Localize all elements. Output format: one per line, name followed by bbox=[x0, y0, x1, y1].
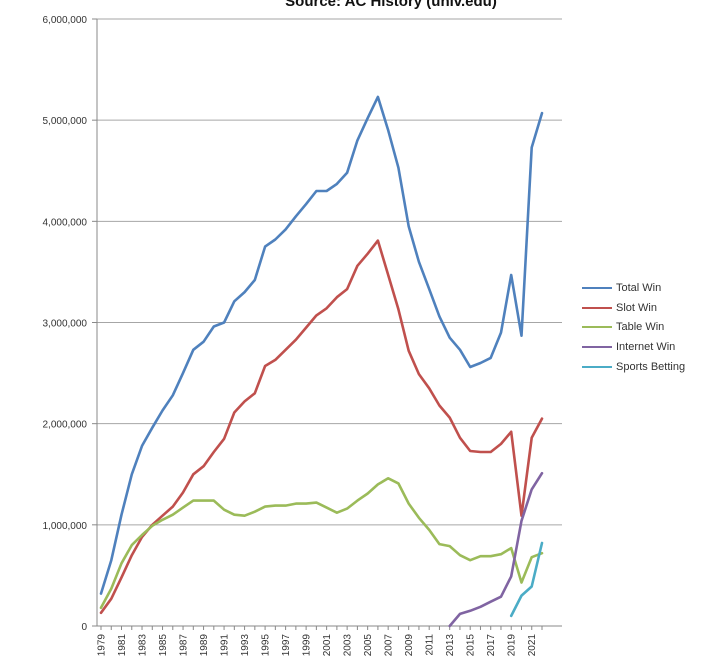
legend-item-table-win: Table Win bbox=[582, 317, 685, 337]
y-tick-label: 6,000,000 bbox=[43, 15, 88, 26]
legend-swatch bbox=[582, 326, 612, 329]
y-tick-label: 2,000,000 bbox=[43, 420, 88, 431]
legend-label: Slot Win bbox=[616, 301, 657, 314]
series-line-table-win bbox=[99, 477, 544, 610]
legend-item-internet-win: Internet Win bbox=[582, 337, 685, 357]
x-tick-label: 2005 bbox=[363, 634, 374, 657]
y-tick-label: 1,000,000 bbox=[43, 521, 88, 532]
x-tick-label: 1989 bbox=[199, 634, 210, 657]
x-tick-label: 1995 bbox=[261, 634, 272, 657]
x-tick-label: 1997 bbox=[281, 634, 292, 657]
y-tick-label: 3,000,000 bbox=[43, 319, 88, 330]
legend-swatch bbox=[582, 306, 612, 309]
legend-item-total-win: Total Win bbox=[582, 278, 685, 298]
x-axis-ticks: 1979 1981 1983 1985 1987 1989 1991 1993 1995 1997… bbox=[97, 626, 543, 656]
x-tick-label: 1985 bbox=[158, 634, 169, 657]
legend-item-sports-betting: Sports Betting bbox=[582, 357, 685, 377]
grid-lines bbox=[97, 18, 562, 526]
series-line-slot-win bbox=[99, 239, 544, 615]
y-axis-ticks: 0 1,000,000 2,000,000 3,000,000 4,000,000 5,0… bbox=[43, 15, 97, 633]
x-tick-label: 2019 bbox=[507, 634, 518, 657]
x-tick-label: 2009 bbox=[404, 634, 415, 657]
x-tick-label: 1979 bbox=[97, 634, 108, 657]
series-line-internet-win bbox=[448, 471, 544, 628]
legend-swatch bbox=[582, 365, 612, 368]
x-tick-label: 2001 bbox=[322, 634, 333, 657]
y-tick-label: 0 bbox=[81, 622, 87, 633]
legend: Total Win Slot Win Table Win Internet Win Sp… bbox=[582, 278, 685, 376]
x-tick-label: 2007 bbox=[384, 634, 395, 657]
y-tick-label: 5,000,000 bbox=[43, 116, 88, 127]
x-tick-label: 2021 bbox=[527, 634, 538, 657]
legend-label: Table Win bbox=[616, 321, 665, 334]
x-tick-label: 2011 bbox=[425, 634, 436, 656]
legend-label: Internet Win bbox=[616, 340, 676, 353]
y-tick-label: 4,000,000 bbox=[43, 217, 88, 228]
series-line-sports-betting bbox=[509, 541, 544, 618]
x-tick-label: 1981 bbox=[117, 634, 128, 657]
x-tick-label: 2013 bbox=[445, 634, 456, 657]
x-tick-label: 2003 bbox=[343, 634, 354, 657]
legend-item-slot-win: Slot Win bbox=[582, 298, 685, 318]
x-tick-label: 1983 bbox=[138, 634, 149, 657]
x-tick-label: 1993 bbox=[240, 634, 251, 657]
x-tick-label: 1999 bbox=[302, 634, 313, 657]
legend-swatch bbox=[582, 286, 612, 289]
chart-source-title: Source: AC History (unlv.edu) bbox=[176, 0, 606, 11]
x-tick-label: 2015 bbox=[466, 634, 477, 657]
legend-label: Sports Betting bbox=[616, 360, 686, 373]
x-tick-label: 1991 bbox=[220, 634, 231, 657]
legend-swatch bbox=[582, 345, 612, 348]
series-lines bbox=[99, 95, 544, 628]
series-line-total-win bbox=[99, 95, 544, 595]
legend-label: Total Win bbox=[616, 281, 662, 294]
x-tick-label: 1987 bbox=[179, 634, 190, 657]
x-tick-label: 2017 bbox=[486, 634, 497, 657]
